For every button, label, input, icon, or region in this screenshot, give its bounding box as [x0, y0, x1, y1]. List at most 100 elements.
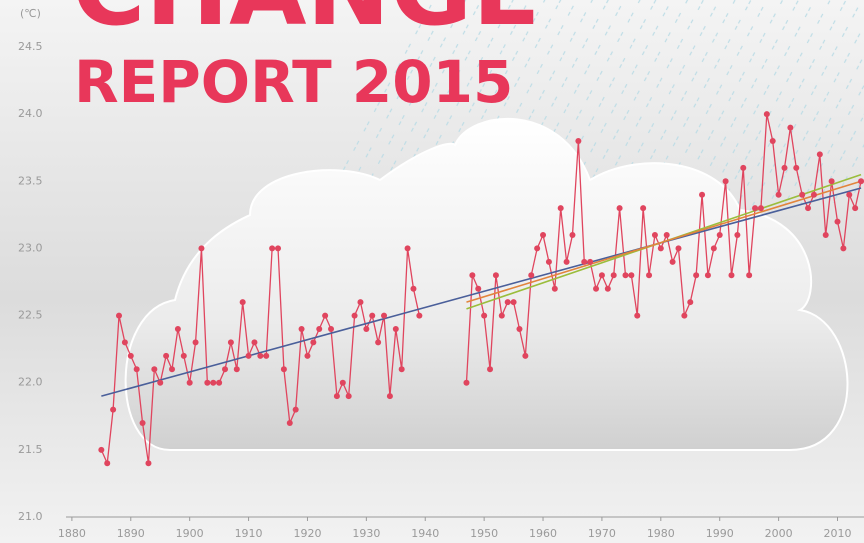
data-point [328, 326, 335, 332]
data-point [333, 393, 340, 400]
data-point [852, 205, 859, 212]
data-point [816, 151, 823, 158]
data-point [127, 352, 134, 359]
data-point [310, 339, 317, 346]
data-point [810, 191, 817, 198]
data-point [640, 205, 647, 212]
data-point [227, 339, 234, 346]
data-point [699, 191, 706, 198]
x-tick-label: 1940 [411, 527, 439, 540]
data-point [286, 420, 293, 426]
data-point [710, 245, 717, 252]
data-point [551, 285, 558, 292]
data-point [275, 245, 282, 252]
x-tick-label: 1890 [117, 527, 145, 540]
data-point [522, 352, 529, 359]
data-point [752, 205, 759, 212]
data-point [746, 272, 753, 279]
data-point [545, 258, 552, 265]
data-point [369, 312, 376, 319]
data-point [316, 326, 323, 332]
data-point [575, 138, 582, 144]
data-point [163, 352, 170, 359]
x-tick-label: 1930 [352, 527, 380, 540]
data-point [787, 124, 794, 131]
data-point [693, 272, 700, 279]
y-tick-label: 22.5 [18, 309, 43, 322]
data-point [410, 285, 417, 292]
data-point [598, 272, 605, 279]
data-point [616, 205, 623, 212]
x-tick-label: 1950 [470, 527, 498, 540]
data-point [157, 379, 164, 386]
data-point [734, 232, 741, 238]
data-point [604, 285, 611, 292]
data-point [245, 352, 252, 359]
x-tick-label: 1990 [706, 527, 734, 540]
data-point [233, 366, 240, 373]
data-point [569, 232, 576, 238]
data-point [663, 232, 670, 238]
data-point [375, 339, 382, 346]
y-tick-label: 24.0 [18, 107, 43, 120]
data-point [386, 393, 393, 400]
data-point [534, 245, 541, 252]
data-point [805, 205, 812, 212]
data-point [610, 272, 617, 279]
data-point [416, 312, 423, 319]
data-point [204, 379, 211, 386]
data-point [487, 366, 494, 373]
data-point [799, 191, 806, 198]
x-tick-label: 1900 [176, 527, 204, 540]
data-point [763, 111, 770, 118]
data-point [280, 366, 287, 373]
x-tick-label: 1980 [647, 527, 675, 540]
x-tick-label: 1920 [293, 527, 321, 540]
data-point [351, 312, 358, 319]
x-tick-label: 2010 [823, 527, 851, 540]
data-point [404, 245, 411, 252]
data-point [151, 366, 158, 373]
y-tick-label: 24.5 [18, 40, 43, 53]
data-point [628, 272, 635, 279]
data-point [781, 164, 788, 171]
data-point [269, 245, 276, 252]
trend-line [101, 187, 862, 397]
data-point [834, 218, 841, 225]
data-point [822, 232, 829, 238]
y-tick-label: 21.0 [18, 510, 43, 523]
data-point [587, 258, 594, 265]
data-point [540, 232, 547, 238]
data-point [98, 446, 105, 453]
data-point [121, 339, 128, 346]
data-point [381, 312, 388, 319]
data-point [463, 379, 470, 386]
x-tick-label: 2000 [765, 527, 793, 540]
data-point [298, 326, 305, 332]
y-axis-label: (℃) [20, 7, 41, 20]
trend-line [466, 180, 862, 303]
data-point [858, 178, 864, 185]
data-point [263, 352, 270, 359]
data-point [169, 366, 176, 373]
data-point [510, 299, 517, 306]
y-tick-label: 23.5 [18, 174, 43, 187]
data-point [769, 138, 776, 144]
data-point [581, 258, 588, 265]
data-point [840, 245, 847, 252]
data-point [145, 460, 152, 467]
data-point [469, 272, 476, 279]
data-point [704, 272, 711, 279]
data-point [516, 326, 523, 332]
y-tick-label: 23.0 [18, 241, 43, 254]
data-point [398, 366, 405, 373]
data-point [339, 379, 346, 386]
data-point [357, 299, 364, 306]
data-point [481, 312, 488, 319]
data-point [110, 406, 117, 413]
data-point [210, 379, 217, 386]
data-point [793, 164, 800, 171]
data-point [392, 326, 399, 332]
x-tick-label: 1970 [588, 527, 616, 540]
